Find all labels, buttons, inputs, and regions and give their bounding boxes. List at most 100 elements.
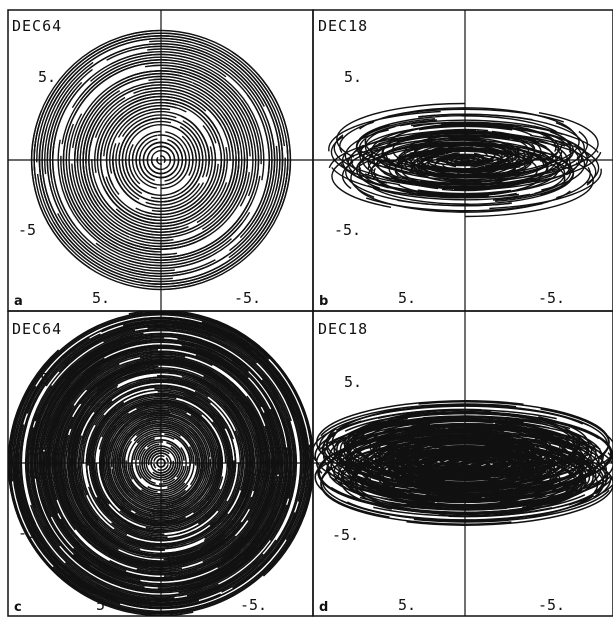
uv-track-arc (177, 326, 292, 422)
uv-track-arc (165, 311, 313, 537)
uv-track-arc (384, 423, 601, 450)
uv-track-arc (357, 142, 564, 166)
uv-track-arc (142, 141, 170, 170)
panel-d-letter: d (319, 600, 328, 615)
uv-track-arc (81, 175, 174, 242)
uv-track-arc (139, 465, 185, 487)
uv-track-arc (164, 423, 192, 439)
uv-track-arc (74, 402, 101, 522)
uv-track-arc (73, 428, 166, 551)
panel-a-title: DEC64 (12, 17, 62, 35)
uv-track-arc (168, 124, 197, 162)
panel-b-title: DEC18 (318, 17, 368, 35)
uv-track-arc (76, 75, 193, 164)
uv-track-arc (137, 439, 183, 461)
uv-track-arc (85, 84, 228, 164)
uv-track-arc (342, 409, 557, 429)
uv-track-arc (100, 434, 245, 547)
uv-track-arc (44, 450, 161, 581)
uv-track-arc (399, 507, 534, 514)
panel-c-tracks (8, 311, 313, 616)
uv-track-arc (97, 367, 257, 484)
uv-track-arc (111, 323, 226, 342)
uv-track-arc (340, 163, 519, 195)
uv-track-arc (391, 141, 465, 152)
uv-track-arc (102, 168, 225, 225)
uv-track-arc (183, 553, 264, 599)
uv-track-arc (411, 125, 590, 157)
uv-track-arc (56, 43, 208, 108)
uv-track-arc (460, 467, 587, 491)
uv-track-arc (145, 125, 217, 216)
uv-track-arc (339, 121, 374, 153)
uv-track-arc (134, 512, 169, 520)
uv-track-arc (163, 496, 253, 561)
uv-track-arc (187, 417, 215, 488)
uv-track-arc (152, 150, 180, 179)
uv-track-arc (61, 338, 280, 427)
uv-track-arc (115, 208, 190, 227)
uv-track-arc (141, 446, 151, 470)
panel-a-y-tick-bottom: -5 (18, 221, 36, 239)
uv-track-arc (103, 313, 310, 499)
uv-track-arc (336, 102, 465, 158)
uv-track-arc (29, 332, 144, 547)
uv-track-arc (57, 139, 243, 264)
uv-track-arc (314, 462, 325, 491)
uv-track-arc (465, 168, 539, 179)
uv-track-arc (230, 395, 271, 547)
uv-track-arc (154, 387, 237, 512)
uv-track-arc (94, 156, 237, 236)
uv-track-arc (154, 394, 230, 468)
uv-track-arc (35, 389, 65, 543)
uv-track-arc (200, 481, 255, 551)
uv-track-arc (62, 61, 158, 213)
uv-track-arc (51, 37, 192, 108)
uv-track-arc (397, 199, 512, 207)
uv-track-arc (328, 110, 441, 152)
panel-d-y-tick-bottom: -5. (332, 526, 359, 544)
uv-track-arc (157, 146, 213, 212)
uv-track-arc (129, 156, 246, 245)
panel-b-letter: b (319, 294, 328, 309)
panel-a: DEC64 5. -5 5. -5. a (7, 9, 314, 312)
uv-track-arc (8, 409, 107, 607)
uv-track-arc (130, 401, 302, 604)
uv-track-arc (147, 352, 213, 367)
uv-track-arc (26, 333, 101, 414)
uv-track-arc (121, 114, 177, 137)
panel-d-y-tick-top: 5. (344, 373, 362, 391)
uv-track-arc (161, 453, 172, 474)
uv-track-arc (55, 569, 191, 614)
uv-track-arc (115, 142, 140, 200)
uv-track-arc (177, 434, 260, 561)
uv-track-arc (180, 138, 201, 194)
uv-track-arc (51, 379, 92, 531)
uv-track-arc (155, 463, 175, 477)
uv-track-arc (203, 387, 251, 542)
uv-track-arc (167, 138, 184, 166)
uv-track-arc (65, 442, 225, 559)
uv-track-arc (112, 414, 190, 463)
uv-track-arc (160, 161, 191, 190)
uv-track-arc (315, 420, 582, 474)
uv-track-arc (331, 167, 519, 199)
uv-track-arc (53, 350, 252, 431)
panel-b-x-tick-left: 5. (398, 289, 416, 307)
uv-track-arc (183, 394, 233, 495)
uv-track-arc (400, 460, 536, 473)
panel-a-letter: a (14, 294, 23, 309)
uv-track-arc (95, 242, 210, 267)
panel-c-y-tick-bottom: -5 (18, 524, 36, 542)
uv-track-arc (158, 478, 176, 485)
panel-d-x-tick-right: -5. (538, 596, 565, 614)
uv-track-arc (39, 383, 71, 479)
uv-track-arc (78, 484, 154, 548)
uv-track-arc (34, 329, 279, 422)
uv-track-arc (365, 197, 543, 212)
uv-track-arc (124, 321, 296, 417)
panel-c-x-tick-left: 5 (96, 596, 105, 614)
uv-track-arc (176, 479, 230, 532)
uv-track-arc (53, 444, 67, 513)
uv-track-arc (329, 476, 546, 503)
